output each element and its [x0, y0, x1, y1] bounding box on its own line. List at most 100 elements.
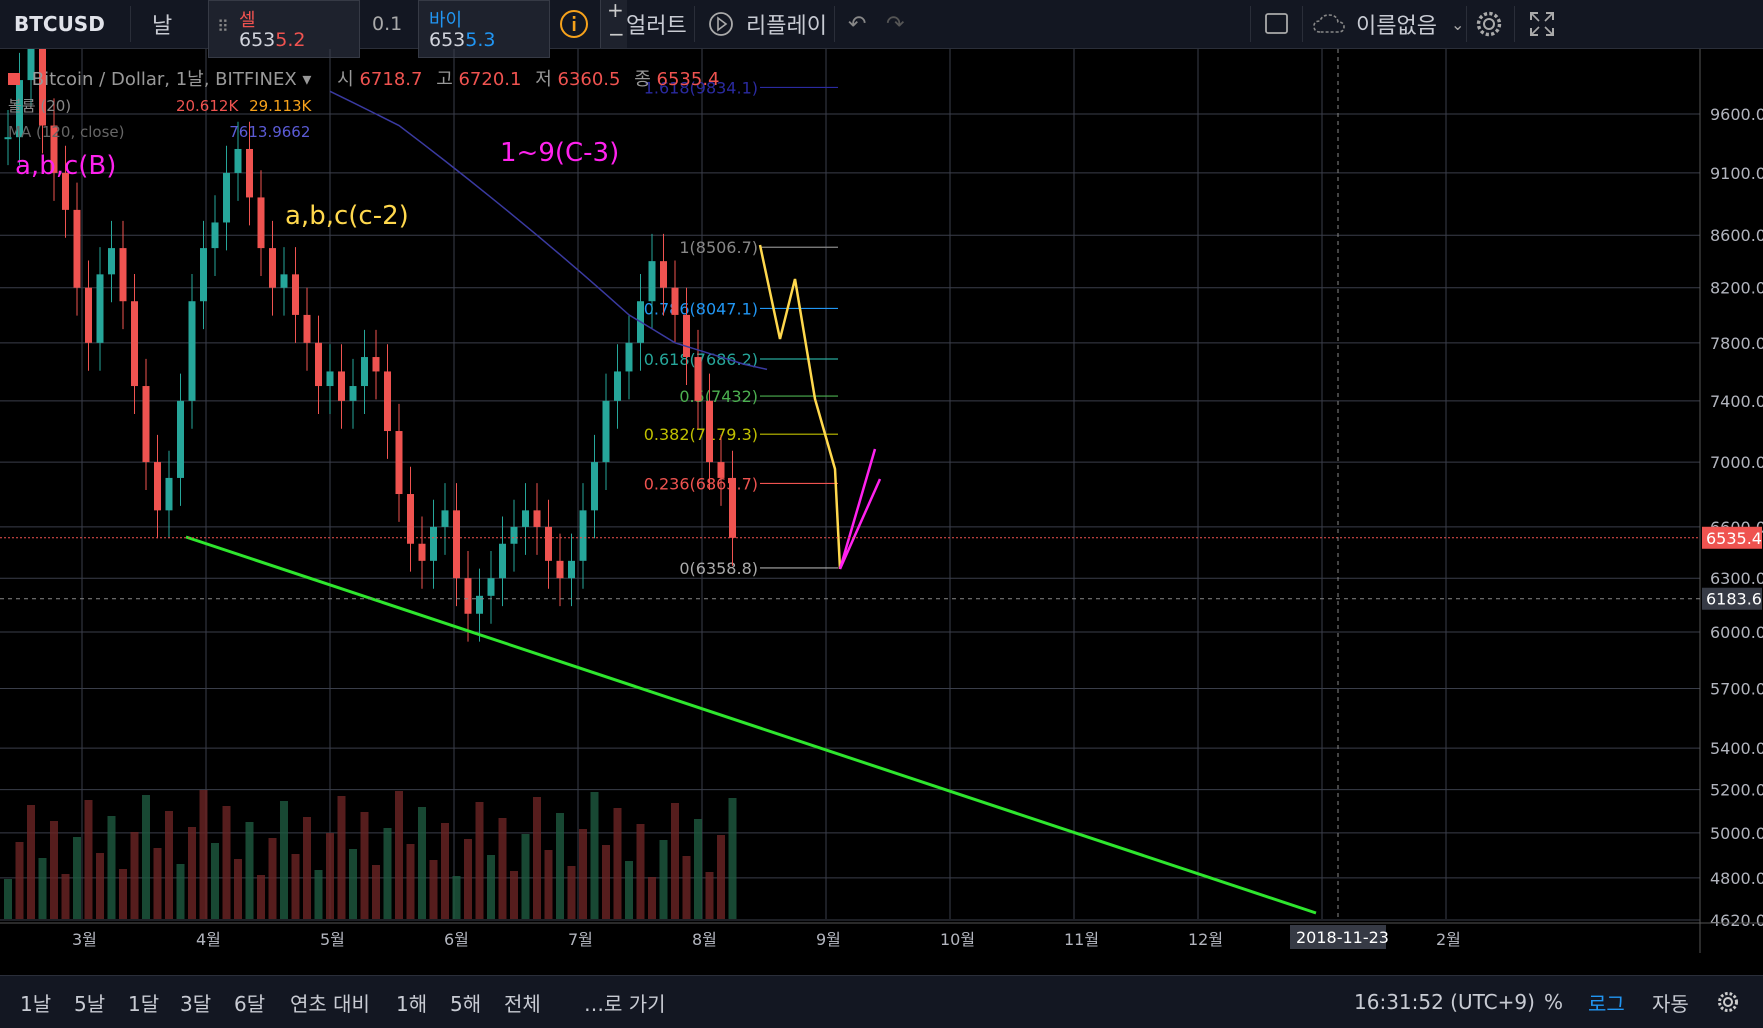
candle-body [177, 400, 184, 478]
y-tick-label: 7000.0 [1710, 453, 1763, 472]
range-button-8[interactable]: 전체 [504, 991, 541, 1016]
volume-bar [636, 824, 645, 919]
layout-selector[interactable]: 이름없음 ⌄ [1312, 0, 1464, 48]
y-tick-label: 7400.0 [1710, 392, 1763, 411]
percent-toggle[interactable]: % [1544, 990, 1564, 1014]
x-tick-label: 10월 [940, 930, 975, 949]
volume-bar [280, 801, 288, 919]
volume-bar [452, 876, 461, 919]
x-tick-label: 11월 [1064, 930, 1099, 949]
layout-name: 이름없음 [1356, 14, 1437, 39]
price-chart[interactable]: 1.618(9834.1)1(8506.7)0.786(8047.1)0.618… [0, 19, 1763, 973]
candle-body [73, 209, 81, 288]
candle-body [476, 595, 483, 614]
sell-button[interactable]: ⠿ 셀 6535.2 [208, 0, 360, 58]
volume-bar [326, 833, 334, 919]
volume-bar [119, 869, 127, 919]
candles [4, 19, 768, 642]
legend-dropdown-icon[interactable]: ▾ [302, 69, 312, 90]
range-button-0[interactable]: 1날 [20, 991, 52, 1016]
volume-bar [349, 849, 357, 919]
x-tick-label: 9월 [816, 930, 841, 949]
candle-body [648, 261, 656, 302]
symbol-search[interactable]: BTCUSD [14, 12, 105, 36]
volume-bar [15, 842, 24, 919]
undo-icon[interactable]: ↶ [848, 11, 867, 37]
volume-bar [602, 845, 610, 919]
sell-price-tail: 5.2 [275, 29, 306, 51]
candle-body [303, 314, 311, 343]
range-button-6[interactable]: 1해 [396, 991, 428, 1016]
y-tick-label: 5000.0 [1710, 824, 1763, 843]
range-button-1[interactable]: 5날 [74, 991, 106, 1016]
candle-body [418, 543, 426, 561]
chart-area[interactable]: 1.618(9834.1)1(8506.7)0.786(8047.1)0.618… [0, 19, 1763, 973]
expand-icon[interactable] [1528, 0, 1556, 48]
volume-bar [728, 798, 737, 919]
candle-body [625, 342, 633, 372]
volume-bar [372, 865, 380, 919]
plus-icon[interactable]: + [607, 0, 624, 22]
candle-body [591, 462, 598, 511]
goto-date-button[interactable]: …로 가기 [584, 991, 666, 1016]
fibonacci-retracement[interactable]: 1.618(9834.1)1(8506.7)0.786(8047.1)0.618… [644, 78, 838, 578]
range-button-3[interactable]: 3달 [180, 991, 212, 1016]
candle-body [706, 400, 713, 463]
volume-bar [441, 823, 449, 919]
fullscreen-square-icon[interactable] [1264, 0, 1290, 48]
range-button-4[interactable]: 6달 [234, 991, 266, 1016]
alert-button[interactable]: 얼러트 [626, 14, 687, 39]
fib-level-label: 1(8506.7) [679, 238, 758, 257]
candle-body [683, 314, 690, 358]
wave-annotation: 1~9(C-3) [500, 138, 619, 168]
candle-body [499, 543, 506, 579]
replay-button[interactable]: 리플레이 [706, 0, 827, 48]
volume-bar [142, 795, 150, 919]
legend-main: Bitcoin / Dollar, 1날, BITFINEX ▾ 시 6718.… [8, 65, 720, 91]
candle-body [165, 477, 173, 511]
interval-selector[interactable]: 날 [152, 14, 173, 39]
legend-high-label: 고 [436, 69, 453, 90]
quantity-stepper[interactable]: + − [600, 0, 627, 48]
candle-body [510, 526, 518, 544]
fib-level-label: 0.382(7179.3) [644, 425, 758, 444]
buy-button[interactable]: 바이 6535.3 [418, 0, 550, 58]
info-icon[interactable] [558, 0, 590, 48]
y-tick-label: 5700.0 [1710, 679, 1763, 698]
auto-toggle[interactable]: 자동 [1652, 991, 1689, 1016]
buy-price-main: 653 [429, 29, 466, 51]
divider [834, 6, 835, 42]
gear-icon[interactable] [1474, 0, 1504, 48]
divider [1514, 6, 1515, 42]
volume-bar [544, 850, 553, 919]
crosshair-date-tag [1290, 925, 1386, 949]
volume-bar [705, 872, 714, 919]
fib-level-label: 0.786(8047.1) [644, 299, 758, 318]
volume-bar [475, 802, 484, 919]
y-tick-label: 9100.0 [1710, 164, 1763, 183]
fib-level-label: 0.5(7432) [679, 387, 758, 406]
volume-bars [4, 790, 737, 919]
redo-icon[interactable]: ↷ [886, 11, 905, 37]
legend-open: 6718.7 [359, 69, 423, 90]
log-toggle[interactable]: 로그 [1588, 991, 1625, 1016]
volume-bar [429, 860, 438, 919]
crosshair-price-label: 6183.6 [1706, 590, 1762, 609]
candle-body [384, 371, 391, 432]
range-button-2[interactable]: 1달 [128, 991, 160, 1016]
drag-handle-icon[interactable]: ⠿ [217, 17, 229, 36]
candle-body [280, 274, 288, 288]
range-button-5[interactable]: 연초 대비 [290, 991, 370, 1016]
buy-price-tail: 5.3 [465, 29, 496, 51]
range-button-7[interactable]: 5해 [450, 991, 482, 1016]
candle-body [694, 357, 702, 401]
volume-bar [268, 838, 277, 919]
wave-projection-line [838, 448, 882, 570]
minus-icon[interactable]: − [608, 22, 625, 46]
candle-body [453, 510, 460, 579]
settings-gear-icon[interactable] [1716, 976, 1740, 1028]
volume-bar [648, 877, 656, 919]
last-price-label: 6535.4 [1706, 529, 1762, 548]
drawings[interactable]: a,b,c(B) a,b,c(c-2) 1~9(C-3) [15, 138, 1317, 915]
volume-bar [96, 853, 104, 919]
